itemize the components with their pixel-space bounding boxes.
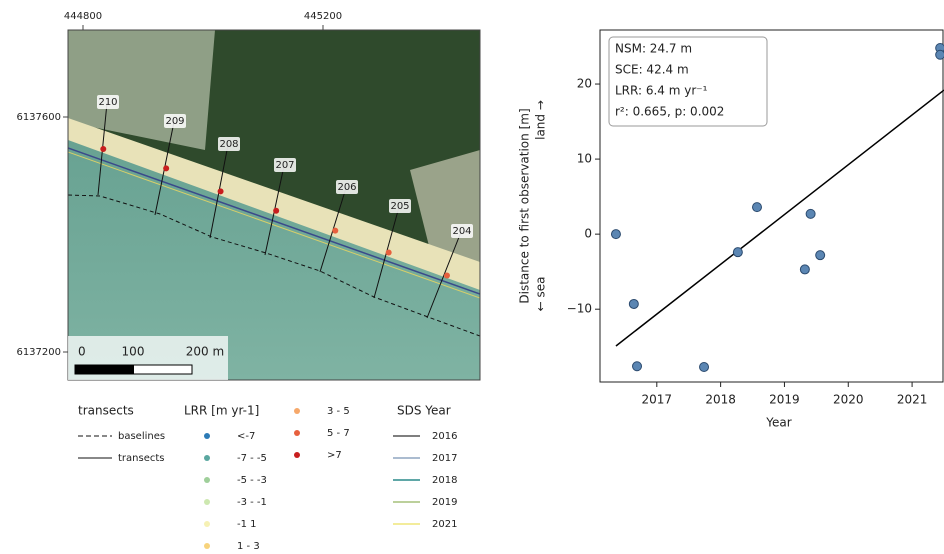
transect-label: 206 xyxy=(337,182,356,193)
point xyxy=(633,362,642,371)
x-tick-label: 2020 xyxy=(833,393,864,407)
transect-label: 208 xyxy=(219,139,238,150)
transect-point xyxy=(100,146,106,152)
map-x-tick-label: 445200 xyxy=(304,11,342,22)
legend-label: baselines xyxy=(118,431,165,442)
legend-swatch xyxy=(204,499,210,505)
point xyxy=(700,362,709,371)
transect-label: 204 xyxy=(452,226,471,237)
transect-point xyxy=(218,188,224,194)
annotation: LRR: 6.4 m yr⁻¹ xyxy=(615,84,708,98)
transect-label: 205 xyxy=(390,201,409,212)
x-tick-label: 2017 xyxy=(642,393,673,407)
annotation: NSM: 24.7 m xyxy=(615,42,692,56)
scale-label: 200 m xyxy=(186,345,224,359)
point xyxy=(936,50,944,59)
legend-swatch xyxy=(204,433,210,439)
y-axis-label: Distance to first observation [m] xyxy=(518,108,532,303)
legend-label: 2019 xyxy=(432,497,457,508)
point xyxy=(733,248,742,257)
point xyxy=(800,265,809,274)
legend-swatch xyxy=(294,430,300,436)
legend-label: -5 - -3 xyxy=(237,475,267,486)
page: 0 100 200 m transects LRR [m yr-1] SDS Y… xyxy=(0,0,944,554)
point xyxy=(753,203,762,212)
map-y-tick-label: 6137200 xyxy=(16,347,61,358)
transect-label: 207 xyxy=(275,160,294,171)
legend-title: SDS Year xyxy=(397,404,451,418)
point xyxy=(611,230,620,239)
x-tick-label: 2021 xyxy=(897,393,928,407)
y-tick-label: 10 xyxy=(577,152,592,166)
legend-label: -1 1 xyxy=(237,519,257,530)
legend-label: 2021 xyxy=(432,519,457,530)
x-axis-label: Year xyxy=(765,416,791,430)
map-y-tick-label: 6137600 xyxy=(16,112,61,123)
transect-point xyxy=(163,165,169,171)
transect-label: 209 xyxy=(165,116,184,127)
scale-bar xyxy=(75,365,134,374)
map-x-tick-label: 444800 xyxy=(64,11,102,22)
transect-point xyxy=(332,228,338,234)
legend-label: 5 - 7 xyxy=(327,428,350,439)
y-tick-label: −10 xyxy=(567,302,592,316)
annotation: r²: 0.665, p: 0.002 xyxy=(615,105,724,119)
legend-swatch xyxy=(204,543,210,549)
legend-label: 2016 xyxy=(432,431,457,442)
x-tick-label: 2018 xyxy=(705,393,736,407)
y-tick-label: 20 xyxy=(577,77,592,91)
transect-point xyxy=(444,272,450,278)
figure: 0 100 200 m transects LRR [m yr-1] SDS Y… xyxy=(0,0,944,554)
y-direction-label: ← sea xyxy=(534,277,548,312)
legend-swatch xyxy=(204,477,210,483)
legend-swatch xyxy=(204,521,210,527)
legend-label: >7 xyxy=(327,450,342,461)
legend-label: 2018 xyxy=(432,475,457,486)
legend-label: -7 - -5 xyxy=(237,453,267,464)
transect-point xyxy=(386,250,392,256)
point xyxy=(816,251,825,260)
transect-point xyxy=(273,208,279,214)
legend-title: transects xyxy=(78,404,134,418)
y-tick-label: 0 xyxy=(584,227,592,241)
fit-line xyxy=(616,90,944,346)
legend-label: transects xyxy=(118,453,165,464)
annotation: SCE: 42.4 m xyxy=(615,63,689,77)
x-tick-label: 2019 xyxy=(769,393,800,407)
legend-label: 3 - 5 xyxy=(327,406,350,417)
legend-swatch xyxy=(294,452,300,458)
legend-label: 1 - 3 xyxy=(237,541,260,552)
legend-label: 2017 xyxy=(432,453,457,464)
y-direction-label: land → xyxy=(534,100,548,140)
legend-label: -3 - -1 xyxy=(237,497,267,508)
transect-label: 210 xyxy=(98,97,117,108)
scale-label: 100 xyxy=(122,345,145,359)
legend-title: LRR [m yr-1] xyxy=(184,404,259,418)
scale-label: 0 xyxy=(78,345,86,359)
legend-label: <-7 xyxy=(237,431,255,442)
aerial-map xyxy=(68,30,480,380)
legend-swatch xyxy=(204,455,210,461)
point xyxy=(806,209,815,218)
point xyxy=(629,299,638,308)
legend-swatch xyxy=(294,408,300,414)
